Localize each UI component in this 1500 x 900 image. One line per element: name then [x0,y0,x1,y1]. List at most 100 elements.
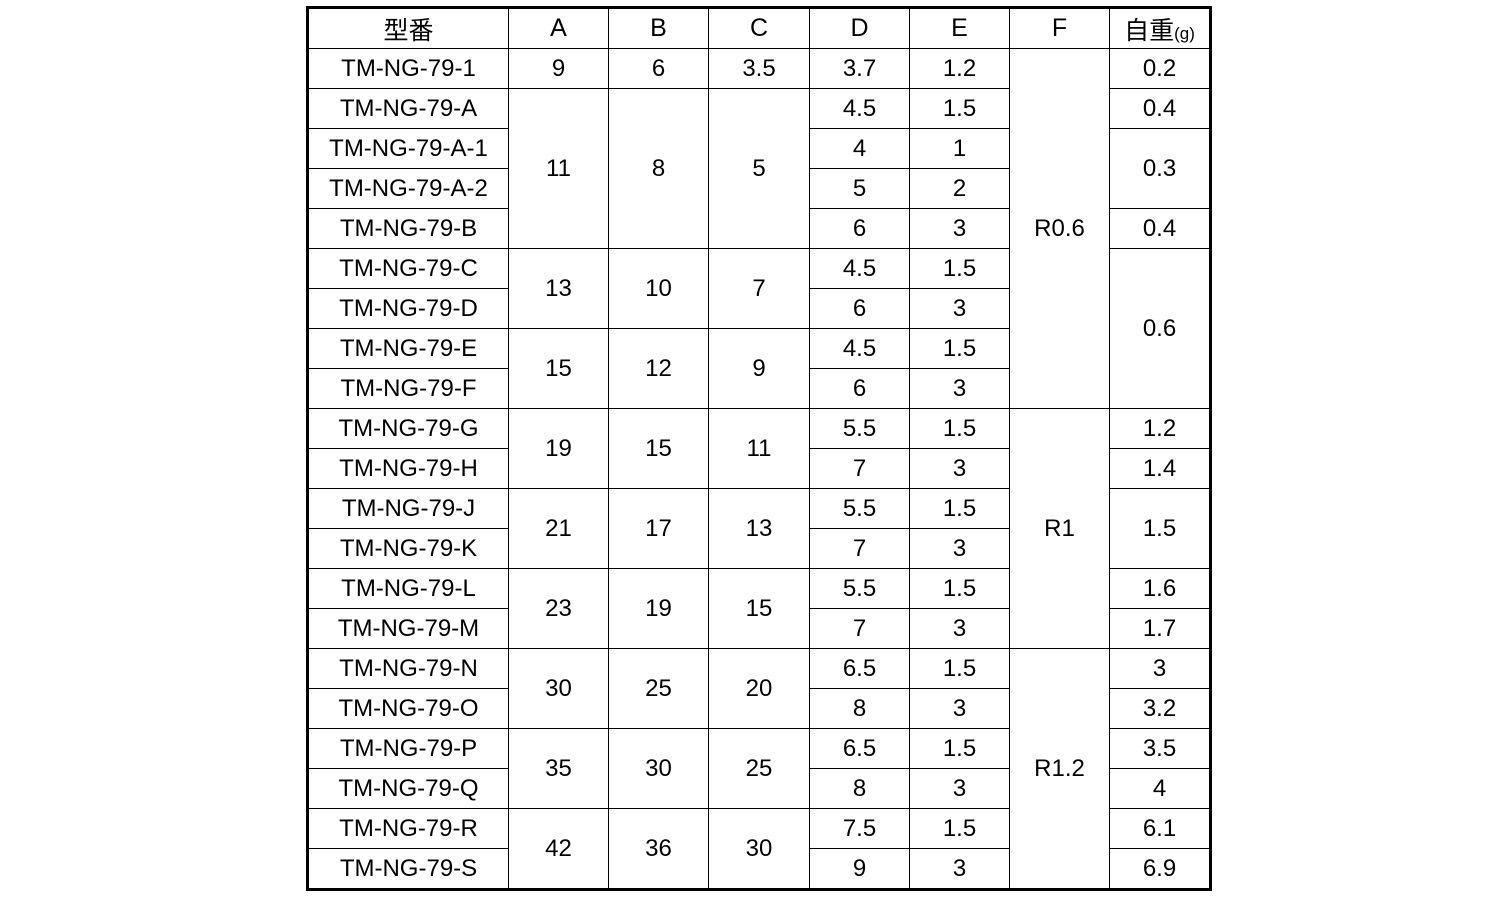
cell-d: 8 [809,688,910,729]
cell-weight: 0.2 [1109,48,1211,89]
cell-model: TM-NG-79-C [307,248,509,289]
cell-model: TM-NG-79-N [307,648,509,689]
cell-e: 1.5 [909,568,1010,609]
table-row: TM-NG-79-C 13 10 7 4.5 1.5 0.6 [307,248,1211,409]
cell-d: 5.5 [809,568,910,609]
cell-e: 1.5 [909,408,1010,449]
cell-model: TM-NG-79-D [307,288,509,329]
table-row: TM-NG-79-A 11 8 5 4.5 1.5 0.4 [307,88,1211,249]
cell-d: 6 [809,288,910,329]
cell-e: 2 [909,168,1010,209]
cell-e: 1.5 [909,328,1010,369]
cell-e: 3 [909,768,1010,809]
cell-e: 1.5 [909,488,1010,529]
header-weight-unit: (g) [1174,23,1195,43]
cell-model: TM-NG-79-A-2 [307,168,509,209]
table-row: TM-NG-79-O 8 3 3.2 [307,688,1211,729]
cell-e: 1.5 [909,88,1010,129]
cell-weight: 3.2 [1109,688,1211,729]
cell-weight: 6.9 [1109,848,1211,890]
cell-model: TM-NG-79-B [307,208,509,249]
cell-e: 3 [909,688,1010,729]
cell-model: TM-NG-79-E [307,328,509,369]
cell-c: 9 [708,328,810,409]
cell-b: 19 [608,568,709,649]
cell-weight: 0.3 [1109,128,1211,209]
cell-d: 4.5 [809,248,910,289]
cell-d: 7 [809,608,910,649]
table-row: TM-NG-79-E 15 12 9 4.5 1.5 [307,328,1211,409]
cell-b: 30 [608,728,709,809]
cell-weight: 1.4 [1109,448,1211,489]
cell-d: 4 [809,128,910,169]
cell-weight: 0.4 [1109,208,1211,249]
header-c: C [708,7,810,49]
cell-a: 23 [508,568,609,649]
cell-e: 3 [909,368,1010,409]
cell-a: 13 [508,248,609,329]
cell-a: 30 [508,648,609,729]
cell-b: 25 [608,648,709,729]
header-weight: 自重(g) [1109,7,1211,49]
cell-e: 3 [909,528,1010,569]
cell-e: 1.5 [909,808,1010,849]
cell-c: 11 [708,408,810,489]
cell-b: 12 [608,328,709,409]
cell-e: 3 [909,848,1010,890]
table-row: TM-NG-79-1 9 6 3.5 3.7 1.2 R0.6 0.2 [307,48,1211,409]
cell-weight: 3 [1109,648,1211,689]
cell-model: TM-NG-79-Q [307,768,509,809]
cell-e: 3 [909,288,1010,329]
header-f: F [1009,7,1110,49]
cell-weight: 4 [1109,768,1211,809]
cell-d: 4.5 [809,88,910,129]
cell-d: 7.5 [809,808,910,849]
header-row: 型番 A B C D E F 自重(g) [307,7,1211,49]
cell-weight: 0.4 [1109,88,1211,129]
cell-b: 10 [608,248,709,329]
cell-c: 30 [708,808,810,890]
table-row: TM-NG-79-M 7 3 1.7 [307,608,1211,649]
spec-table: 型番 A B C D E F 自重(g) TM-NG-79-1 9 6 3.5 3.7 1… [306,6,1212,891]
cell-a: 21 [508,488,609,569]
cell-d: 4.5 [809,328,910,369]
cell-d: 6 [809,368,910,409]
cell-model: TM-NG-79-M [307,608,509,649]
cell-a: 42 [508,808,609,890]
cell-model: TM-NG-79-O [307,688,509,729]
header-a: A [508,7,609,49]
table-row: TM-NG-79-S 9 3 6.9 [307,848,1211,890]
cell-b: 17 [608,488,709,569]
header-d: D [809,7,910,49]
cell-weight: 1.5 [1109,488,1211,569]
cell-d: 5.5 [809,408,910,449]
cell-c: 25 [708,728,810,809]
cell-c: 7 [708,248,810,329]
cell-model: TM-NG-79-K [307,528,509,569]
cell-b: 36 [608,808,709,890]
table-row: TM-NG-79-N 30 25 20 6.5 1.5 R1.2 3 [307,648,1211,890]
cell-b: 8 [608,88,709,249]
cell-d: 6 [809,208,910,249]
cell-f: R0.6 [1009,48,1110,409]
cell-b: 15 [608,408,709,489]
cell-e: 3 [909,608,1010,649]
cell-weight: 6.1 [1109,808,1211,849]
cell-b: 6 [608,48,709,89]
cell-c: 15 [708,568,810,649]
table-row: TM-NG-79-K 7 3 [307,528,1211,569]
table-row: TM-NG-79-G 19 15 11 5.5 1.5 R1 1.2 [307,408,1211,649]
table-row: TM-NG-79-P 35 30 25 6.5 1.5 3.5 [307,728,1211,809]
table-row: TM-NG-79-B 6 3 0.4 [307,208,1211,249]
cell-d: 6.5 [809,728,910,769]
cell-e: 1.5 [909,728,1010,769]
table-row: TM-NG-79-J 21 17 13 5.5 1.5 1.5 [307,488,1211,569]
cell-a: 19 [508,408,609,489]
cell-d: 5.5 [809,488,910,529]
cell-model: TM-NG-79-G [307,408,509,449]
cell-model: TM-NG-79-R [307,808,509,849]
cell-model: TM-NG-79-A-1 [307,128,509,169]
cell-d: 7 [809,448,910,489]
cell-model: TM-NG-79-H [307,448,509,489]
cell-weight: 1.2 [1109,408,1211,449]
